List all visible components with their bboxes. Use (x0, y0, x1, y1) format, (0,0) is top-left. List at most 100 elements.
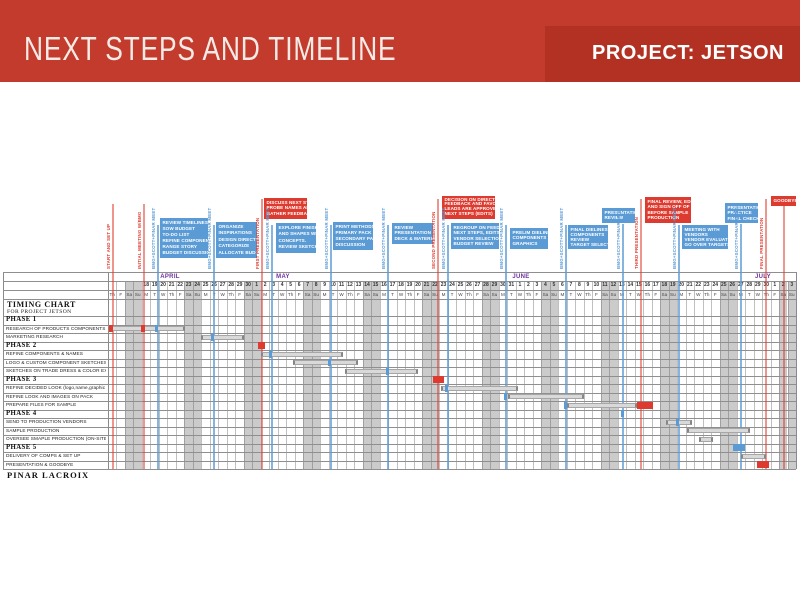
day-number-cell: 31 (508, 282, 515, 288)
day-grid-line (609, 281, 611, 469)
weekday-cell: F (773, 292, 777, 297)
callout-line: ORGANIZE (218, 223, 244, 229)
callout-line: LEADS ARE APPROVED FOR (444, 206, 496, 212)
callout-line: NEXT STEPS (EDITS) (444, 211, 493, 217)
weekday-cell: T (391, 292, 394, 297)
gantt-bar (741, 453, 766, 459)
slide-header: NEXT STEPS AND TIMELINE PROJECT: JETSON (0, 0, 800, 82)
callout-line: VENDOR EVALUATION (684, 236, 729, 242)
callout-line: REVIEW (570, 236, 590, 242)
day-grid-line (464, 281, 466, 469)
weekday-cell: Th (525, 292, 532, 297)
weekend-band (243, 281, 253, 469)
day-number-cell: 26 (466, 282, 472, 288)
phase-row-label: PHASE 2 (6, 341, 37, 349)
body-row-line (3, 384, 796, 385)
meeting-marker-blue (445, 384, 448, 392)
weekday-cell: Su (610, 292, 617, 297)
gantt-bar (666, 419, 692, 425)
day-grid-line (660, 281, 662, 469)
day-grid-line (583, 281, 585, 469)
gantt-bar (345, 368, 418, 374)
day-number-cell: 29 (236, 282, 243, 288)
callout-line: FINAL REVIEW, EDITS (647, 198, 692, 204)
callout-line: GATHER FEEDBACK (266, 211, 308, 217)
day-grid-line (354, 281, 356, 469)
timeline-line-blue (157, 225, 159, 469)
weekday-cell: W (755, 292, 760, 297)
meeting-marker-blue (386, 367, 389, 375)
day-grid-line (294, 281, 296, 469)
weekday-cell: Sa (364, 292, 370, 297)
task-row-label: PREPARE FILES FOR SAMPLE (6, 402, 77, 407)
day-number-cell: 22 (432, 282, 438, 288)
day-grid-line (430, 281, 432, 469)
day-number-cell: 4 (544, 282, 547, 288)
day-grid-line (600, 281, 602, 469)
day-grid-line (779, 281, 780, 469)
day-grid-line (286, 281, 288, 469)
day-number-cell: 11 (602, 282, 608, 288)
day-grid-line (507, 281, 509, 469)
day-grid-line (345, 281, 347, 469)
callout-line: DECISION ON DIRECTIONS (444, 196, 496, 202)
task-row-label: SKETCHES ON TRADE DRESS & COLOR EXP. (6, 368, 106, 373)
weekday-cell: F (238, 292, 242, 297)
weekday-cell: W (696, 292, 701, 297)
weekday-cell: Sa (126, 292, 133, 297)
weekday-cell: M (618, 290, 626, 299)
body-row-line (3, 375, 796, 377)
callout-line: TARGET SELECTION (570, 241, 609, 247)
day-number-cell: 26 (729, 282, 736, 288)
weekday-cell: Th (287, 292, 294, 297)
day-number-cell: 27 (219, 282, 226, 288)
weekday-cell: F (654, 292, 658, 297)
body-row-line (3, 443, 796, 445)
table-left-border (3, 272, 4, 469)
weekday-cell: Sa (661, 292, 668, 297)
phase-row-label: PHASE 1 (6, 316, 37, 323)
callout-box: PRELIM DIELINESCOMPONENTSGRAPHICS (510, 228, 548, 249)
day-grid-line (413, 281, 415, 469)
timeline-line-red (143, 204, 145, 469)
day-grid-line (184, 281, 186, 469)
day-number-cell: 29 (754, 282, 761, 288)
weekend-band (184, 281, 193, 469)
project-name: PROJECT: JETSON (592, 42, 784, 64)
milestone-marker-red (637, 401, 653, 409)
rotated-event-label: BMG+SCOTT+PINAR MEET (207, 207, 212, 269)
day-grid-line (668, 281, 670, 469)
timeline-line-blue (387, 225, 389, 469)
day-number-cell: 24 (712, 282, 719, 288)
callout-line: REVIEW (394, 224, 414, 230)
rotated-event-label: START AND SET UP (106, 223, 111, 269)
timeline-line-red (640, 199, 642, 469)
timeline-line-blue (505, 225, 507, 469)
timeline-line-red (783, 206, 785, 469)
callout-box: DECISION ON DIRECTIONSFEEDBACK AND FAVOR… (442, 196, 495, 219)
callout-box: EXPLORE FINISHESAND SHAPES WITHINCONCEPT… (276, 223, 316, 253)
day-number-cell: 8 (314, 282, 318, 288)
day-grid-line (141, 281, 143, 469)
day-number-cell: 21 (687, 282, 693, 288)
weekday-cell: Sa (185, 292, 192, 297)
day-number-cell: 16 (381, 282, 387, 288)
weekday-cell: F (297, 292, 301, 297)
weekday-cell: Sa (720, 292, 727, 297)
day-grid-line (150, 281, 152, 469)
day-grid-line (167, 281, 169, 469)
body-row-line (3, 392, 796, 394)
task-row-label: REFINE COMPONENTS & NAMES (6, 351, 83, 356)
task-row-label: PRESENTATION & GOODBYE (6, 461, 74, 467)
weekday-cell: Su (313, 292, 319, 297)
day-number-cell: 17 (653, 282, 659, 288)
day-number-cell: 14 (627, 282, 634, 288)
task-row-label: REFINE LOOK AND IMAGES ON PACK (6, 393, 94, 399)
header-row-line (3, 299, 796, 300)
callout-line: BUDGET DISCUSSION (162, 249, 209, 255)
day-number-cell: 2 (527, 282, 530, 288)
day-grid-line (116, 281, 118, 469)
day-grid-line (498, 281, 500, 469)
signature: PINAR LACROIX (7, 470, 90, 480)
